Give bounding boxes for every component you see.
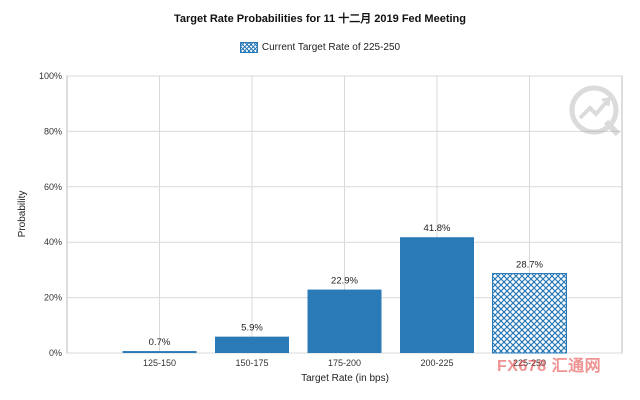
data-label: 5.9% bbox=[241, 323, 263, 334]
legend-label: Current Target Rate of 225-250 bbox=[261, 42, 401, 53]
x-tick-label: 225-250 bbox=[513, 358, 546, 368]
y-tick-label: 60% bbox=[44, 182, 62, 192]
y-tick-label: 40% bbox=[44, 237, 62, 247]
bar bbox=[307, 289, 382, 353]
x-tick-label: 175-200 bbox=[328, 358, 361, 368]
chart-arrow-logo-icon bbox=[569, 85, 621, 137]
data-label: 41.8% bbox=[424, 223, 451, 234]
y-tick-label: 20% bbox=[44, 293, 62, 303]
bar bbox=[122, 351, 197, 353]
y-tick-label: 100% bbox=[39, 71, 62, 81]
data-label: 22.9% bbox=[331, 276, 358, 287]
bar-layer bbox=[122, 237, 567, 354]
y-tick-label: 0% bbox=[49, 348, 62, 358]
y-tick-label: 80% bbox=[44, 126, 62, 136]
x-tick-label: 200-225 bbox=[420, 358, 453, 368]
bar bbox=[215, 336, 289, 353]
x-axis-label: Target Rate (in bps) bbox=[301, 373, 389, 384]
x-tick-label: 125-150 bbox=[143, 358, 176, 368]
bar bbox=[400, 237, 474, 353]
bar-highlighted bbox=[492, 273, 567, 354]
legend-swatch-hatched bbox=[239, 42, 258, 53]
x-tick-label: 150-175 bbox=[235, 358, 268, 368]
data-label: 28.7% bbox=[516, 260, 543, 271]
legend: Current Target Rate of 225-250 bbox=[0, 42, 640, 53]
y-axis-label: Probability bbox=[17, 191, 28, 238]
data-label: 0.7% bbox=[149, 337, 171, 348]
watermark-text: FX678 汇通网 bbox=[497, 358, 602, 375]
label-layer: 0% 20% 40% 60% 80% 100% 0.7% 125-150 5.9% 150-175… bbox=[39, 71, 546, 368]
chart-title: Target Rate Probabilities for 11 十二月 201… bbox=[174, 13, 466, 25]
